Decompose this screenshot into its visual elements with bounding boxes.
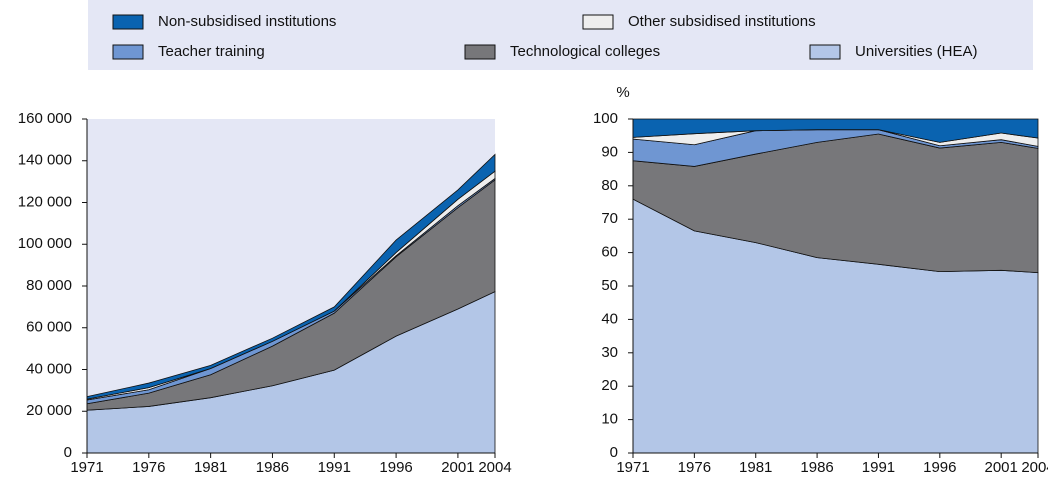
y-tick-label: 90	[601, 143, 618, 160]
y-tick-label: 140 000	[18, 152, 72, 169]
x-tick-label: 2001	[984, 459, 1017, 476]
y-tick-label: 70	[601, 210, 618, 227]
y-tick-label: 10	[601, 411, 618, 428]
x-tick-label: 2004	[478, 459, 511, 476]
x-tick-label: 1981	[194, 459, 227, 476]
legend-swatch	[809, 44, 841, 60]
y-tick-label: 100 000	[18, 235, 72, 252]
legend-swatch	[112, 44, 144, 60]
area	[86, 153, 496, 400]
x-tick-label: 1991	[318, 459, 351, 476]
x-tick-label: 1976	[678, 459, 711, 476]
x-tick-label: 1976	[132, 459, 165, 476]
y-tick-label: 100	[593, 110, 618, 127]
legend-label: Non-subsidised institutions	[158, 13, 336, 30]
y-tick-label: 0	[610, 444, 618, 461]
legend-label: Technological colleges	[510, 43, 660, 60]
legend-background	[88, 0, 1033, 70]
y-tick-label: 60	[601, 244, 618, 261]
y-tick-label: 80	[601, 177, 618, 194]
x-tick-label: 2004	[1021, 459, 1048, 476]
x-tick-label: 2001	[441, 459, 474, 476]
legend-swatch	[112, 14, 144, 30]
legend-label: Teacher training	[158, 43, 265, 60]
y-tick-label: 60 000	[26, 319, 72, 336]
y-tick-label: 50	[601, 277, 618, 294]
area	[632, 118, 1039, 143]
x-tick-label: 1996	[379, 459, 412, 476]
y-tick-label: 0	[64, 444, 72, 461]
x-tick-label: 1996	[923, 459, 956, 476]
y-tick-label: 80 000	[26, 277, 72, 294]
y-tick-label: 20	[601, 377, 618, 394]
x-tick-label: 1971	[70, 459, 103, 476]
x-tick-label: 1981	[739, 459, 772, 476]
x-tick-label: 1971	[616, 459, 649, 476]
x-tick-label: 1991	[862, 459, 895, 476]
x-tick-label: 1986	[800, 459, 833, 476]
legend-swatch	[582, 14, 614, 30]
legend-swatch	[464, 44, 496, 60]
y-tick-label: 120 000	[18, 193, 72, 210]
y-axis-label: %	[616, 84, 629, 101]
y-tick-label: 40 000	[26, 360, 72, 377]
y-tick-label: 20 000	[26, 402, 72, 419]
y-tick-label: 160 000	[18, 110, 72, 127]
y-tick-label: 40	[601, 310, 618, 327]
legend-label: Universities (HEA)	[855, 43, 978, 60]
legend-label: Other subsidised institutions	[628, 13, 816, 30]
x-tick-label: 1986	[256, 459, 289, 476]
y-tick-label: 30	[601, 344, 618, 361]
